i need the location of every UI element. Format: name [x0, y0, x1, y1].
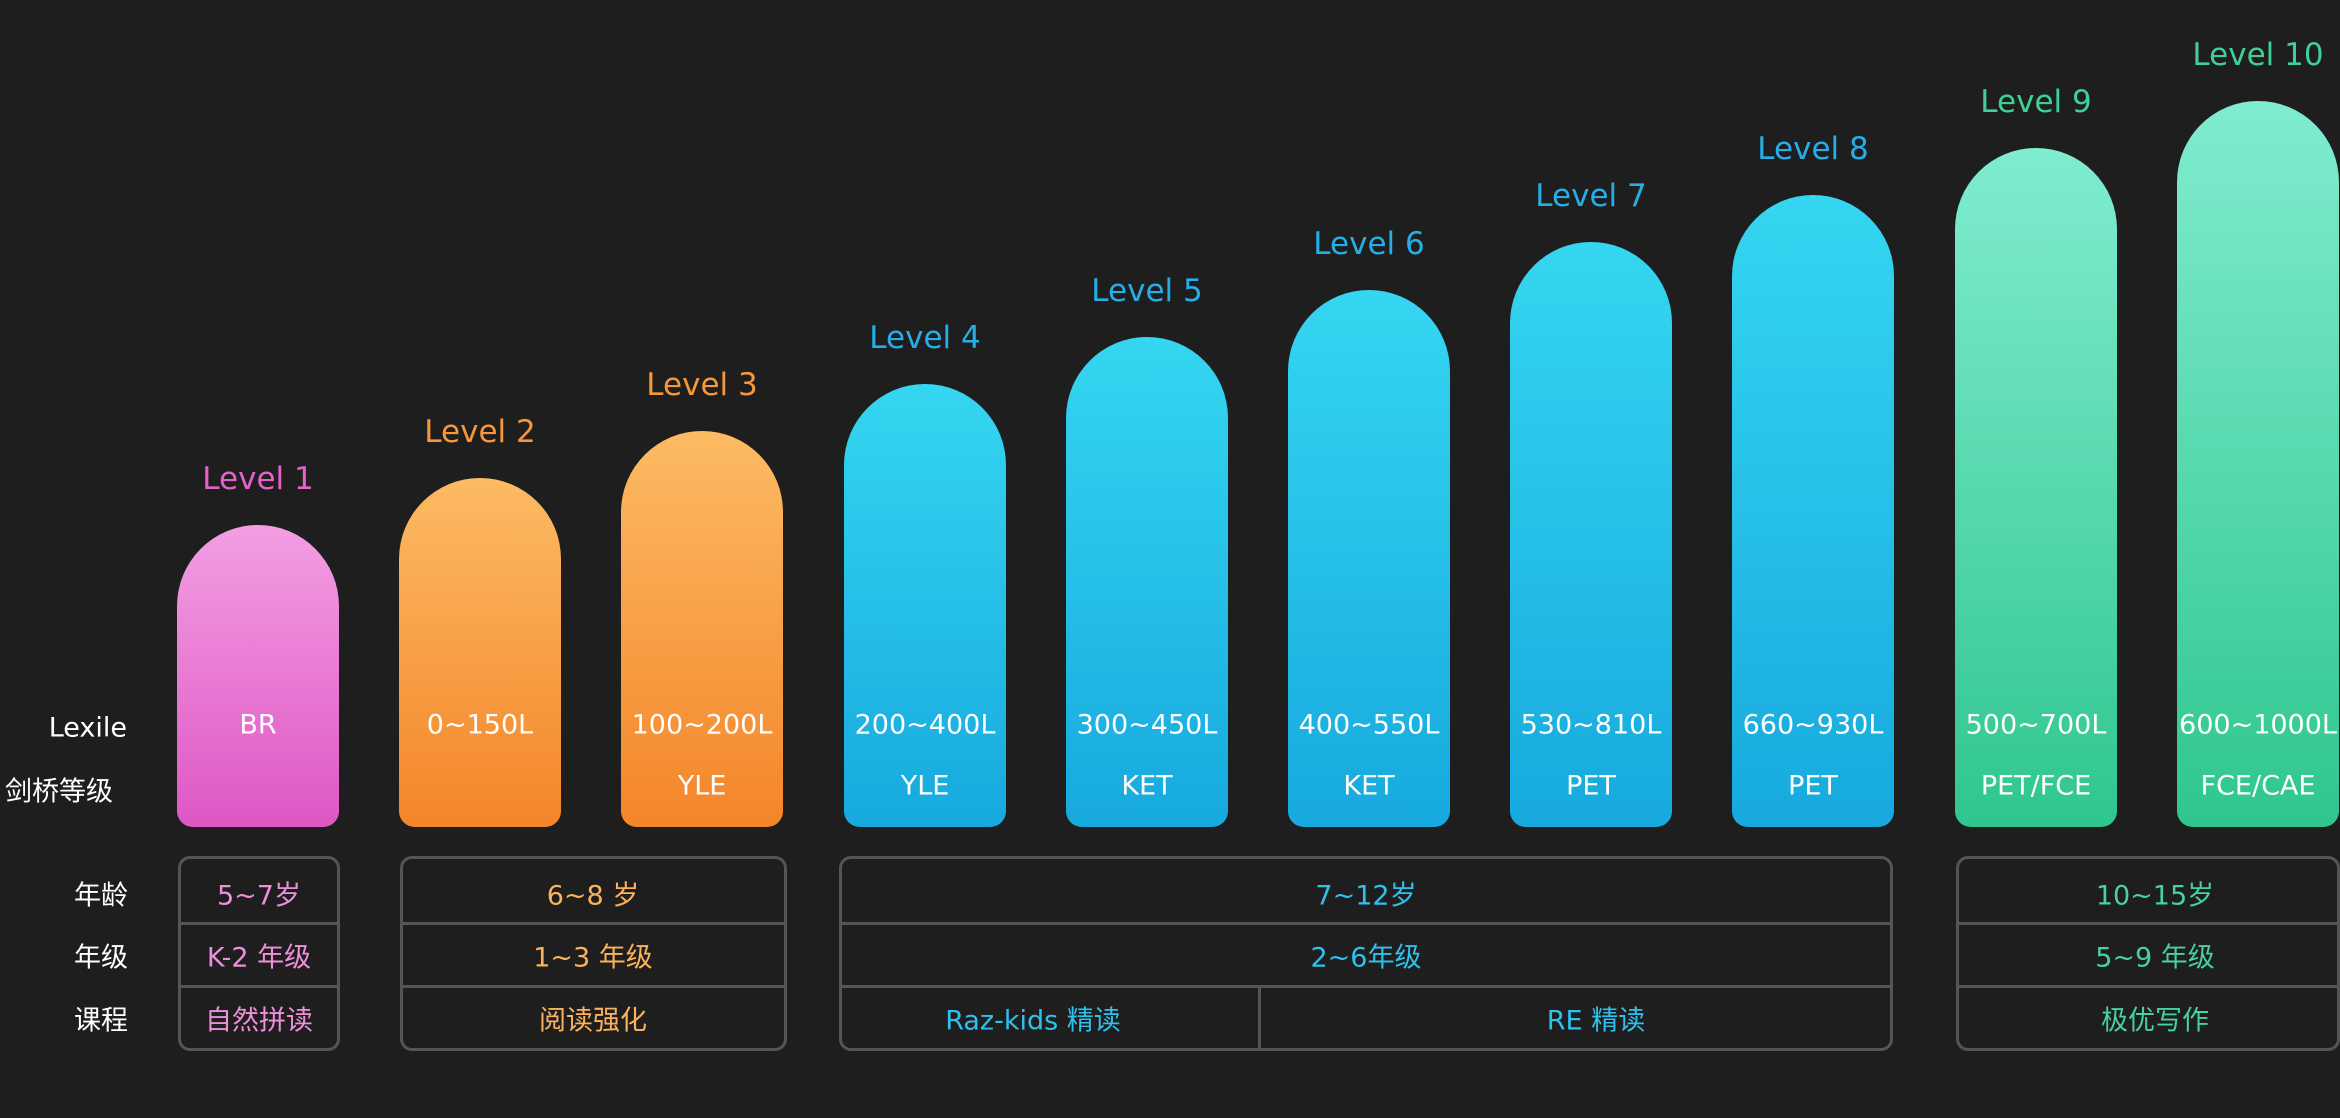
bar-level-4: [844, 384, 1006, 827]
cambridge-label: YLE: [677, 770, 727, 802]
lexile-label: 600~1000L: [2179, 709, 2337, 741]
table-cell-grade: 2~6年级: [1310, 942, 1422, 974]
table-cell-age: 7~12岁: [1315, 880, 1417, 912]
lexile-label: 100~200L: [631, 709, 773, 741]
table-divider: [1956, 985, 2340, 988]
level-label: Level 7: [1535, 178, 1647, 214]
table-group-pink: [178, 856, 340, 1051]
level-label: Level 2: [424, 414, 536, 450]
table-group-green: [1956, 856, 2340, 1051]
table-cell-course: RE 精读: [1546, 1005, 1646, 1037]
lexile-label: 500~700L: [1965, 709, 2107, 741]
table-group-orange: [400, 856, 787, 1051]
lexile-label: 200~400L: [854, 709, 996, 741]
level-label: Level 1: [202, 461, 314, 497]
bar-level-2: [399, 478, 561, 827]
table-divider: [400, 922, 787, 925]
level-label: Level 10: [2192, 37, 2324, 73]
table-cell-grade: K-2 年级: [206, 942, 312, 974]
level-label: Level 3: [646, 367, 758, 403]
cambridge-label: FCE/CAE: [2200, 770, 2316, 802]
row-label-lexile: Lexile: [48, 712, 127, 744]
level-label: Level 5: [1091, 273, 1203, 309]
bar-level-1: [177, 525, 339, 827]
lexile-label: BR: [239, 709, 277, 741]
lexile-label: 400~550L: [1298, 709, 1440, 741]
table-cell-grade: 1~3 年级: [533, 942, 653, 974]
table-cell-age: 5~7岁: [217, 880, 301, 912]
cambridge-label: KET: [1343, 770, 1395, 802]
table-divider: [839, 985, 1893, 988]
lexile-label: 530~810L: [1520, 709, 1662, 741]
bar-level-5: [1066, 337, 1228, 827]
level-label: Level 8: [1757, 131, 1869, 167]
bar-level-7: [1510, 242, 1672, 827]
cambridge-label: PET/FCE: [1980, 770, 2092, 802]
level-label: Level 6: [1313, 226, 1425, 262]
cambridge-label: KET: [1121, 770, 1173, 802]
cambridge-label: PET: [1788, 770, 1838, 802]
table-cell-course: 自然拼读: [205, 1005, 313, 1037]
row-label-course: 课程: [74, 1005, 128, 1037]
table-divider: [178, 922, 340, 925]
table-cell-course: 阅读强化: [539, 1005, 647, 1037]
table-divider: [1258, 985, 1261, 1051]
bar-level-6: [1288, 290, 1450, 827]
table-group-blue: [839, 856, 1893, 1051]
lexile-label: 300~450L: [1076, 709, 1218, 741]
table-divider: [178, 985, 340, 988]
bar-level-9: [1955, 148, 2117, 827]
lexile-label: 660~930L: [1742, 709, 1884, 741]
bar-level-10: [2177, 101, 2339, 827]
table-cell-course: 极优写作: [2101, 1005, 2209, 1037]
level-label: Level 9: [1980, 84, 2092, 120]
table-divider: [400, 985, 787, 988]
bar-level-8: [1732, 195, 1894, 827]
lexile-label: 0~150L: [426, 709, 534, 741]
table-divider: [839, 922, 1893, 925]
table-cell-grade: 5~9 年级: [2095, 942, 2215, 974]
cambridge-label: PET: [1566, 770, 1616, 802]
row-label-age: 年龄: [74, 880, 128, 912]
level-label: Level 4: [869, 320, 981, 356]
row-label-grade: 年级: [74, 942, 128, 974]
table-cell-course: Raz-kids 精读: [945, 1005, 1121, 1037]
cambridge-label: YLE: [900, 770, 950, 802]
row-label-cambridge: 剑桥等级: [5, 776, 113, 808]
bar-level-3: [621, 431, 783, 827]
table-divider: [1956, 922, 2340, 925]
table-cell-age: 6~8 岁: [546, 880, 640, 912]
table-cell-age: 10~15岁: [2095, 880, 2215, 912]
